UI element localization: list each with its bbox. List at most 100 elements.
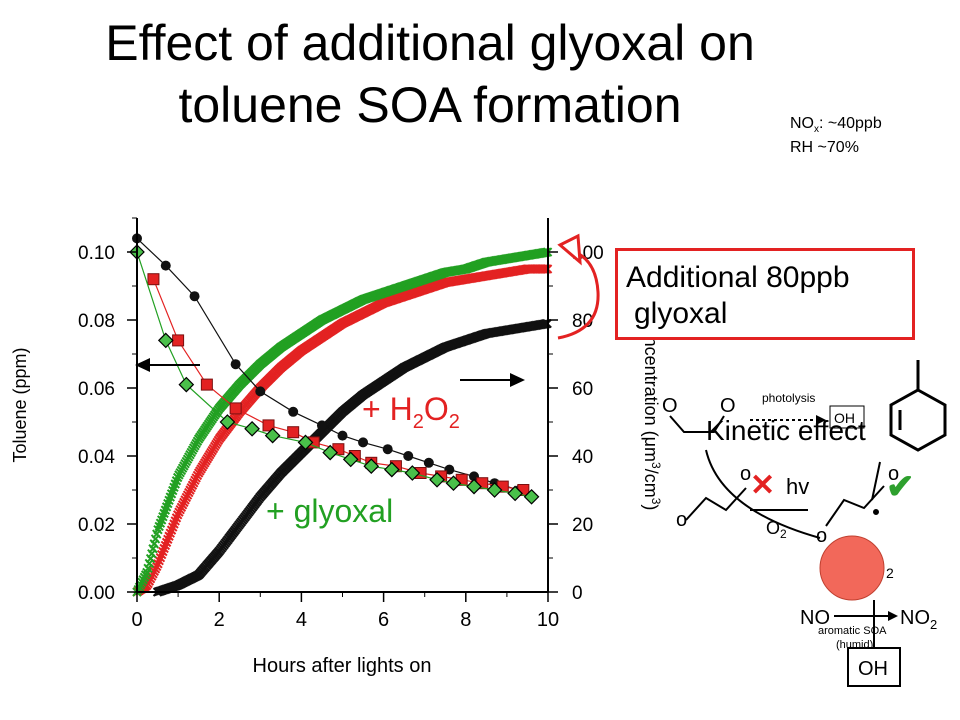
y-right-label-cm: /cm	[641, 469, 661, 498]
soa-particle-icon	[819, 535, 885, 601]
y-right-label-close: )	[641, 504, 661, 510]
y-left-tick-label: 0.00	[78, 583, 115, 604]
toluene-point	[507, 485, 523, 502]
h2o2-sub2: 2	[449, 411, 460, 433]
callout-line-2: glyoxal	[634, 297, 728, 330]
dicarbonyl-structure-icon: o o	[676, 463, 751, 531]
glyoxal-annotation: + glyoxal	[266, 493, 393, 529]
pm-series-h2o2	[132, 264, 553, 597]
check-icon: ✔	[886, 468, 915, 506]
h2o2-h: + H	[362, 391, 413, 427]
photolysis-arrowhead	[816, 415, 826, 425]
nox-condition: NOx: ~40ppb	[790, 115, 882, 135]
glyoxal-structure-icon: O O	[662, 395, 736, 433]
glyoxal-callout: Additional 80ppb glyoxal	[615, 248, 915, 340]
y-right-tick-label: 0	[572, 583, 583, 604]
toluene-point	[230, 359, 241, 370]
y-left-tick-label: 0.10	[78, 243, 115, 264]
h2o2-sub1: 2	[413, 411, 424, 433]
title-line-1: Effect of additional glyoxal on	[105, 15, 755, 71]
x-tick-label: 2	[214, 609, 225, 631]
y-left-tick-label: 0.06	[78, 379, 115, 400]
toluene-point	[423, 457, 434, 468]
no2-sub: 2	[930, 617, 937, 632]
svg-text:o: o	[740, 463, 751, 485]
toluene-point	[429, 471, 445, 488]
pm-point	[152, 561, 162, 572]
toluene-point	[172, 334, 185, 347]
particle-subscript-label: 2	[886, 565, 894, 581]
toluene-point	[297, 434, 314, 451]
x-tick-label: 10	[537, 609, 559, 631]
soa-label-1: aromatic SOA	[818, 625, 887, 637]
toluene-point	[189, 291, 200, 302]
toluene-point	[316, 420, 327, 431]
toluene-point	[287, 426, 300, 439]
x-tick-label: 6	[378, 609, 389, 631]
x-tick-label: 0	[131, 609, 142, 631]
oh-box-label: OH	[858, 658, 888, 680]
y-right-label-m: m	[641, 447, 661, 462]
toluene-point	[358, 437, 369, 448]
toluene-series-glyoxal	[129, 244, 540, 505]
y-left-tick-label: 0.08	[78, 311, 115, 332]
y-left-tick-label: 0.02	[78, 515, 115, 536]
nox-value: : ~40ppb	[819, 115, 882, 132]
h2o2-annotation: + H2O2	[362, 391, 460, 433]
no-to-no2-arrowhead	[888, 611, 898, 621]
y-right-tick-label: 60	[572, 379, 593, 400]
toluene-point	[288, 406, 299, 417]
nox-subscript: x	[814, 124, 819, 136]
toluene-point	[264, 427, 281, 444]
toluene-point	[157, 332, 174, 349]
y-right-label-exp2: 3	[649, 498, 663, 505]
toluene-line-glyoxal	[136, 251, 532, 498]
x-mark-icon: ✕	[750, 469, 775, 502]
o2-sub: 2	[780, 527, 787, 541]
left-axis-arrow	[135, 358, 200, 372]
no2-main: NO	[900, 607, 930, 629]
svg-text:O: O	[662, 395, 678, 417]
toluene-point	[255, 386, 266, 397]
y-right-tick-label: 80	[572, 311, 593, 332]
y-right-tick-label: 20	[572, 515, 593, 536]
toluene-point	[244, 420, 260, 437]
oh-box	[847, 647, 901, 687]
kinetic-effect-label: Kinetic effect	[706, 415, 866, 446]
toluene-point	[160, 260, 171, 271]
toluene-ring-icon	[889, 360, 947, 452]
oh-small-label: OH	[834, 410, 855, 426]
x-axis-label: Hours after lights on	[253, 655, 432, 677]
toluene-point	[404, 465, 421, 481]
svg-text:O: O	[720, 395, 736, 417]
toluene-point	[363, 458, 380, 475]
reaction-curve-arrow	[705, 449, 821, 539]
toluene-point	[200, 378, 213, 391]
title-line-2: toluene SOA formation	[178, 77, 682, 133]
toluene-point	[445, 475, 462, 492]
rh-condition: RH ~70%	[790, 139, 859, 156]
no-label: NO	[800, 607, 830, 629]
svg-text:o: o	[888, 463, 899, 485]
y-left-tick-label: 0.04	[78, 447, 115, 468]
mechanism-scheme: O O photolysis OH Kinetic effect o o ✕ h…	[662, 360, 947, 687]
hv-label: hv	[786, 474, 809, 499]
toluene-point	[322, 444, 339, 461]
right-axis-arrow	[460, 373, 525, 387]
toluene-point	[229, 402, 242, 415]
curved-arrow-icon	[557, 233, 600, 340]
toluene-point	[403, 451, 414, 461]
y-axis-left-label: Toluene (ppm)	[10, 347, 30, 462]
toluene-line-base	[136, 237, 520, 491]
svg-text:o: o	[676, 509, 687, 531]
toluene-point	[342, 451, 359, 468]
callout-line-1: Additional 80ppb	[626, 261, 850, 294]
x-tick-label: 4	[296, 609, 307, 631]
y-right-label-exp: 3	[649, 462, 663, 469]
oh-small-box	[829, 405, 865, 429]
toluene-point	[382, 444, 393, 455]
svg-text:o: o	[816, 525, 827, 547]
toluene-point	[262, 419, 275, 432]
toluene-point	[383, 461, 400, 478]
